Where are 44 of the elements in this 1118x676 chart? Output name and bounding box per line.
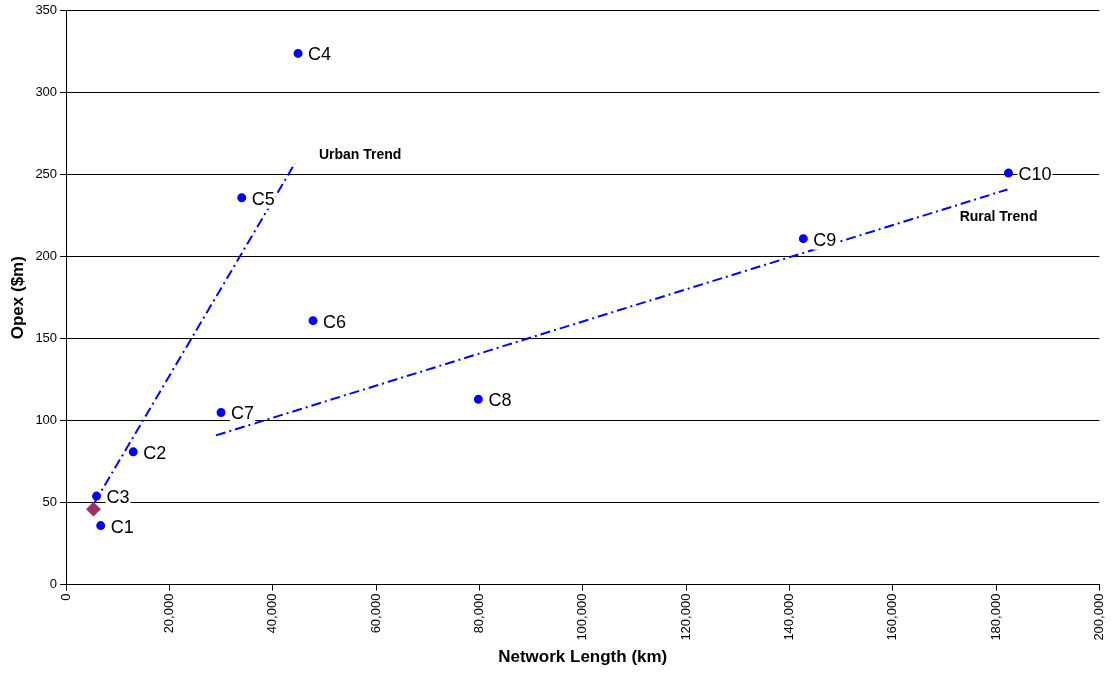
series-label: Rural Trend <box>959 208 1038 225</box>
x-tick-label: 200,000 <box>1090 593 1106 641</box>
y-tick-label: 0 <box>49 576 58 592</box>
annotation: C10 <box>1018 164 1052 185</box>
y-axis-title: Opex ($m) <box>7 256 27 340</box>
point <box>308 316 318 326</box>
x-tick-label: 0 <box>57 593 73 601</box>
y-tick-label: 250 <box>35 166 58 182</box>
point <box>128 447 138 457</box>
annotation: C7 <box>231 403 255 424</box>
x-tick-label: 180,000 <box>987 593 1003 641</box>
y-tick-label: 200 <box>35 248 58 264</box>
annotation: C1 <box>110 516 134 537</box>
point <box>798 234 808 244</box>
y-tick-label: 350 <box>35 2 58 18</box>
x-tick-label: 20,000 <box>161 593 176 634</box>
x-tick-label: 80,000 <box>470 593 486 634</box>
annotation: C2 <box>143 442 167 463</box>
x-tick-label: 40,000 <box>264 593 280 634</box>
x-axis-title: Network Length (km) <box>498 647 668 667</box>
annotation: C5 <box>251 188 275 209</box>
point <box>1003 168 1013 178</box>
y-tick-label: 150 <box>35 330 58 346</box>
point <box>96 521 106 531</box>
x-tick-label: 120,000 <box>677 593 693 641</box>
series-label: Urban Trend <box>318 146 402 163</box>
point <box>86 502 101 517</box>
annotation: C6 <box>323 311 347 332</box>
y-tick-label: 100 <box>35 412 58 428</box>
annotation: C9 <box>813 229 837 250</box>
annotation: C3 <box>106 487 130 508</box>
point <box>473 394 483 404</box>
x-tick-label: 100,000 <box>574 593 590 641</box>
x-tick-label: 60,000 <box>367 593 383 634</box>
point <box>293 48 303 58</box>
x-tick-label: 140,000 <box>780 593 796 641</box>
annotation: C4 <box>308 44 332 65</box>
annotation: C8 <box>488 390 512 411</box>
y-tick-label: 50 <box>42 494 58 510</box>
x-tick-label: 160,000 <box>884 593 900 641</box>
y-tick-label: 300 <box>35 84 58 100</box>
point <box>216 407 226 417</box>
point <box>92 491 102 501</box>
point <box>237 193 247 203</box>
